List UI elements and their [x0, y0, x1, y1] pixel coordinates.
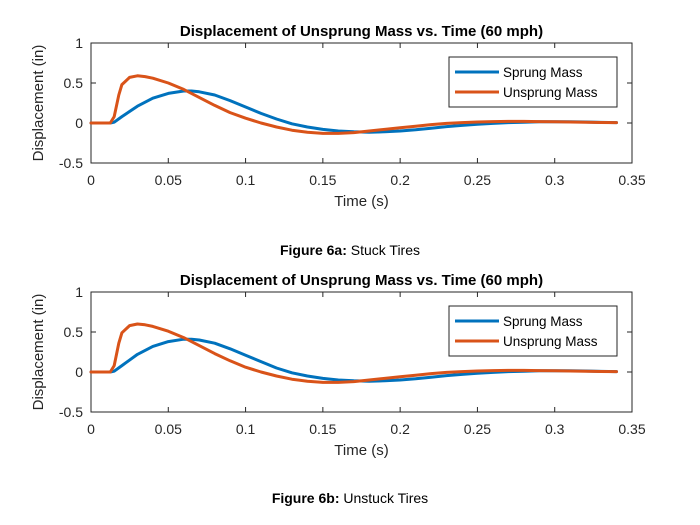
- x-tick-label: 0.3: [545, 421, 565, 437]
- x-tick-label: 0.1: [236, 421, 256, 437]
- y-tick-label: 0.5: [64, 324, 84, 340]
- x-tick-label: 0.25: [464, 172, 491, 188]
- legend-entry-label: Unsprung Mass: [503, 85, 598, 100]
- x-axis-label: Time (s): [334, 442, 388, 459]
- x-tick-label: 0.05: [155, 421, 182, 437]
- y-axis-label: Displacement (in): [30, 45, 47, 162]
- y-tick-label: 1: [75, 35, 83, 51]
- x-tick-label: 0: [87, 172, 95, 188]
- x-tick-label: 0.15: [309, 421, 336, 437]
- x-tick-label: 0.15: [309, 172, 336, 188]
- x-tick-label: 0.2: [390, 172, 410, 188]
- figure-caption: Figure 6a: Stuck Tires: [280, 242, 420, 258]
- figure-caption-text: Unstuck Tires: [339, 490, 428, 506]
- figure-caption: Figure 6b: Unstuck Tires: [272, 490, 428, 506]
- x-tick-label: 0.25: [464, 421, 491, 437]
- y-tick-label: 1: [75, 284, 83, 300]
- figure-caption-label: Figure 6b:: [272, 490, 340, 506]
- x-tick-label: 0.2: [390, 421, 410, 437]
- legend-entry-label: Sprung Mass: [503, 65, 583, 80]
- figure-caption-label: Figure 6a:: [280, 242, 347, 258]
- legend-box: [448, 305, 618, 357]
- x-tick-label: 0.35: [618, 172, 645, 188]
- legend: Sprung Mass Unsprung Mass: [448, 56, 618, 108]
- legend-entry-label: Unsprung Mass: [503, 334, 598, 349]
- legend: Sprung Mass Unsprung Mass: [448, 305, 618, 357]
- y-tick-label: -0.5: [59, 404, 83, 420]
- x-tick-label: 0.3: [545, 172, 565, 188]
- x-tick-label: 0: [87, 421, 95, 437]
- y-tick-label: 0: [75, 115, 83, 131]
- x-tick-label: 0.1: [236, 172, 256, 188]
- chart-panel-1: Displacement of Unsprung Mass vs. Time (…: [30, 23, 646, 258]
- y-tick-label: 0: [75, 364, 83, 380]
- chart-title: Displacement of Unsprung Mass vs. Time (…: [180, 23, 543, 40]
- y-axis-label: Displacement (in): [30, 294, 47, 411]
- chart-panel-2: Displacement of Unsprung Mass vs. Time (…: [30, 272, 646, 506]
- figure-caption-text: Stuck Tires: [347, 242, 420, 258]
- series-line-unsprung-mass: [89, 74, 618, 135]
- x-tick-label: 0.35: [618, 421, 645, 437]
- x-axis-label: Time (s): [334, 193, 388, 210]
- series-line-unsprung-mass: [89, 322, 618, 384]
- x-tick-label: 0.05: [155, 172, 182, 188]
- y-tick-label: -0.5: [59, 155, 83, 171]
- chart-title: Displacement of Unsprung Mass vs. Time (…: [180, 272, 543, 289]
- y-tick-label: 0.5: [64, 75, 84, 91]
- legend-entry-label: Sprung Mass: [503, 314, 583, 329]
- legend-box: [448, 56, 618, 108]
